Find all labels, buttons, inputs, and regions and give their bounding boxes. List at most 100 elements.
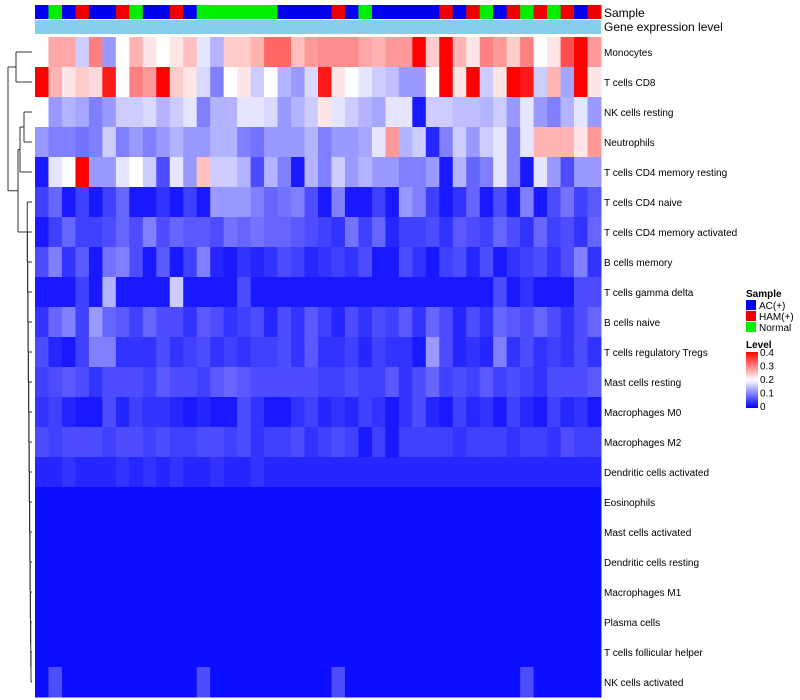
heatmap-cell <box>291 667 306 698</box>
heatmap-cell <box>156 307 171 338</box>
heatmap-cell <box>61 427 76 458</box>
heatmap-cell <box>210 247 225 278</box>
heatmap-cell <box>210 187 225 218</box>
heatmap-cell <box>533 517 548 548</box>
heatmap-cell <box>358 307 373 338</box>
row-label: T cells regulatory Tregs <box>604 348 708 359</box>
heatmap-cell <box>88 67 103 98</box>
heatmap-cell <box>412 547 427 578</box>
heatmap-cell <box>398 157 413 188</box>
level-colorbar <box>746 352 758 408</box>
heatmap-cell <box>88 637 103 668</box>
heatmap-cell <box>264 637 279 668</box>
heatmap-cell <box>493 367 508 398</box>
heatmap-cell <box>61 637 76 668</box>
heatmap-cell <box>35 517 49 548</box>
heatmap-cell <box>61 547 76 578</box>
heatmap-cell <box>304 457 319 488</box>
heatmap-cell <box>344 337 359 368</box>
heatmap-cell <box>547 307 562 338</box>
heatmap-cell <box>264 217 279 248</box>
heatmap-cell <box>412 637 427 668</box>
heatmap-cell <box>169 97 184 128</box>
heatmap-cell <box>560 577 575 608</box>
heatmap-cell <box>291 307 306 338</box>
heatmap-cell <box>331 247 346 278</box>
heatmap-cell <box>35 667 49 698</box>
heatmap-cell <box>75 457 90 488</box>
heatmap-cell <box>102 427 117 458</box>
heatmap-cell <box>210 637 225 668</box>
heatmap-cell <box>277 397 292 428</box>
heatmap-cell <box>223 277 238 308</box>
heatmap-cell <box>88 187 103 218</box>
heatmap-cell <box>115 457 130 488</box>
heatmap-cell <box>142 457 157 488</box>
gene-expression-annotation-bar <box>35 20 601 34</box>
sample-annotation-cell <box>331 5 346 19</box>
heatmap-cell <box>61 157 76 188</box>
heatmap-cell <box>196 217 211 248</box>
heatmap-cell <box>61 187 76 218</box>
heatmap-cell <box>115 157 130 188</box>
heatmap-cell <box>250 337 265 368</box>
heatmap-cell <box>61 607 76 638</box>
heatmap-cell <box>250 157 265 188</box>
heatmap-cell <box>264 307 279 338</box>
heatmap-cell <box>358 607 373 638</box>
heatmap-cell <box>506 37 521 68</box>
heatmap-cell <box>48 667 63 698</box>
heatmap-cell <box>452 277 467 308</box>
heatmap-cell <box>48 217 63 248</box>
heatmap-cell <box>466 457 481 488</box>
heatmap-cell <box>277 127 292 158</box>
heatmap-cell <box>35 457 49 488</box>
heatmap-cell <box>587 487 602 518</box>
heatmap-cell <box>291 127 306 158</box>
heatmap-cell <box>412 37 427 68</box>
heatmap-cell <box>237 277 252 308</box>
heatmap-cell <box>210 427 225 458</box>
heatmap-cell <box>425 307 440 338</box>
heatmap-cell <box>452 307 467 338</box>
heatmap-cell <box>102 217 117 248</box>
heatmap-cell <box>183 337 198 368</box>
heatmap-cell <box>183 577 198 608</box>
heatmap-cell <box>48 37 63 68</box>
heatmap-cell <box>115 577 130 608</box>
heatmap-cell <box>439 577 454 608</box>
heatmap-cell <box>156 607 171 638</box>
heatmap-cell <box>210 577 225 608</box>
heatmap-cell <box>560 157 575 188</box>
heatmap-cell <box>129 577 144 608</box>
heatmap-cell <box>129 277 144 308</box>
heatmap-cell <box>439 547 454 578</box>
heatmap-cell <box>398 427 413 458</box>
heatmap-cell <box>533 127 548 158</box>
heatmap-cell <box>318 37 332 68</box>
heatmap-cell <box>156 397 171 428</box>
heatmap-cell <box>277 547 292 578</box>
heatmap-cell <box>35 487 49 518</box>
heatmap-cell <box>237 67 252 98</box>
heatmap-cell <box>466 337 481 368</box>
heatmap-cell <box>533 367 548 398</box>
heatmap-cell <box>560 487 575 518</box>
heatmap-cell <box>196 607 211 638</box>
heatmap-cell <box>318 667 332 698</box>
heatmap-cell <box>533 397 548 428</box>
heatmap-cell <box>587 427 602 458</box>
heatmap-cell <box>223 217 238 248</box>
heatmap-cell <box>277 517 292 548</box>
heatmap-cell <box>520 277 535 308</box>
heatmap-cell <box>318 487 332 518</box>
heatmap-cell <box>331 277 346 308</box>
heatmap-cell <box>223 307 238 338</box>
heatmap-cell <box>61 97 76 128</box>
heatmap-cell <box>48 637 63 668</box>
heatmap-cell <box>102 247 117 278</box>
sample-annotation-cell <box>466 5 481 19</box>
heatmap-cell <box>169 277 184 308</box>
heatmap-cell <box>142 187 157 218</box>
heatmap-cell <box>223 67 238 98</box>
